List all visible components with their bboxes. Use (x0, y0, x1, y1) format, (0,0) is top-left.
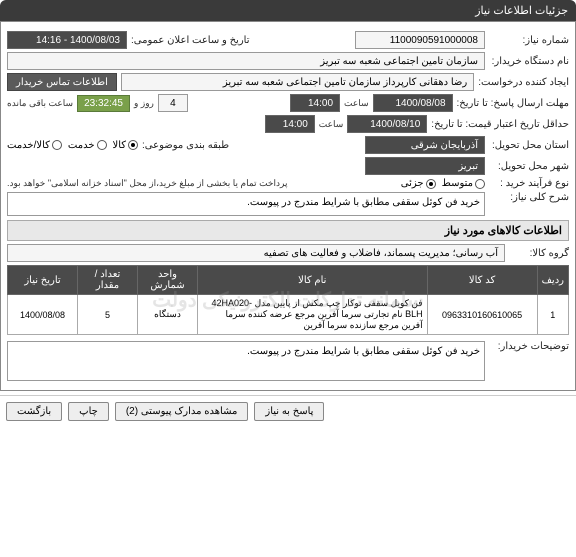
table-header-row: ردیف کد کالا نام کالا واحد شمارش تعداد /… (8, 266, 569, 295)
buyer-org-label: نام دستگاه خریدار: (489, 56, 569, 67)
items-table: ردیف کد کالا نام کالا واحد شمارش تعداد /… (7, 265, 569, 335)
validity-label: حداقل تاریخ اعتبار قیمت: تا تاریخ: (431, 119, 569, 130)
validity-date-field: 1400/08/10 (347, 115, 427, 133)
buyer-org-field: سازمان تامین اجتماعی شعبه سه تبریز (7, 52, 485, 70)
group-label: گروه کالا: (509, 248, 569, 259)
radio-dot-icon (128, 140, 138, 150)
th-row: ردیف (537, 266, 568, 295)
cell-date: 1400/08/08 (8, 295, 78, 335)
requester-field: رضا دهقانی کارپرداز سازمان تامین اجتماعی… (121, 73, 474, 91)
table-row[interactable]: 1 0963310160610065 فن کویل سقفی توکار چپ… (8, 295, 569, 335)
process-label: نوع فرآیند خرید : (489, 178, 569, 189)
remain-days-label: روز و (134, 98, 154, 109)
radio-dot-icon (426, 179, 436, 189)
process-radio-group: متوسط جزئی (401, 178, 485, 189)
contact-button[interactable]: اطلاعات تماس خریدار (7, 73, 117, 91)
th-code: کد کالا (427, 266, 537, 295)
th-qty: تعداد / مقدار (78, 266, 138, 295)
group-field: آب رسانی؛ مدیریت پسماند، فاضلاب و فعالیت… (7, 244, 505, 262)
time-label-1: ساعت (344, 98, 369, 109)
th-date: تاریخ نیاز (8, 266, 78, 295)
need-no-field: 1100090591000008 (355, 31, 485, 49)
category-label: طبقه بندی موضوعی: (142, 140, 229, 151)
notes-label: توضیحات خریدار: (489, 341, 569, 352)
cell-unit: دستگاه (138, 295, 198, 335)
panel-title: جزئیات اطلاعات نیاز (475, 5, 568, 17)
province-field: آذربایجان شرقی (365, 136, 485, 154)
time-label-2: ساعت (319, 119, 344, 130)
desc-box: خرید فن کوئل سقفی مطابق با شرایط مندرج د… (7, 192, 485, 216)
cell-qty: 5 (78, 295, 138, 335)
radio-dot-icon (97, 140, 107, 150)
announce-label: تاریخ و ساعت اعلان عمومی: (131, 35, 250, 46)
footer-buttons: پاسخ به نیاز مشاهده مدارک پیوستی (2) چاپ… (0, 395, 576, 427)
city-label: شهر محل تحویل: (489, 161, 569, 172)
province-label: استان محل تحویل: (489, 140, 569, 151)
need-no-label: شماره نیاز: (489, 35, 569, 46)
print-button[interactable]: چاپ (68, 402, 109, 421)
remain-days-field: 4 (158, 94, 188, 112)
countdown-field: 23:32:45 (77, 95, 130, 112)
cell-code: 0963310160610065 (427, 295, 537, 335)
th-unit: واحد شمارش (138, 266, 198, 295)
remain-suffix: ساعت باقی مانده (7, 98, 73, 109)
radio-dot-icon (475, 179, 485, 189)
deadline-time-field: 14:00 (290, 94, 340, 112)
city-field: تبریز (365, 157, 485, 175)
radio-goods-label: کالا (113, 140, 127, 151)
cell-row: 1 (537, 295, 568, 335)
radio-dot-icon (52, 140, 62, 150)
th-name: نام کالا (198, 266, 428, 295)
notes-box: خرید فن کوئل سقفی مطابق با شرایط مندرج د… (7, 341, 485, 381)
details-panel: شماره نیاز: 1100090591000008 تاریخ و ساع… (0, 21, 576, 391)
deadline-date-field: 1400/08/08 (373, 94, 453, 112)
radio-service[interactable]: خدمت (68, 140, 107, 151)
announce-field: 1400/08/03 - 14:16 (7, 31, 127, 49)
back-button[interactable]: بازگشت (6, 402, 62, 421)
desc-label: شرح کلی نیاز: (489, 192, 569, 203)
requester-label: ایجاد کننده درخواست: (478, 77, 569, 88)
radio-small-label: جزئی (401, 178, 424, 189)
radio-goods-service-label: کالا/خدمت (7, 140, 50, 151)
payment-note: پرداخت تمام یا بخشی از مبلغ خرید،از محل … (7, 178, 287, 189)
radio-mid[interactable]: متوسط (442, 178, 485, 189)
panel-header: جزئیات اطلاعات نیاز (0, 0, 576, 21)
validity-time-field: 14:00 (265, 115, 315, 133)
radio-service-label: خدمت (68, 140, 95, 151)
radio-goods[interactable]: کالا (113, 140, 139, 151)
deadline-label: مهلت ارسال پاسخ: تا تاریخ: (457, 98, 569, 109)
radio-small[interactable]: جزئی (401, 178, 436, 189)
category-radio-group: کالا خدمت کالا/خدمت (7, 140, 138, 151)
radio-mid-label: متوسط (442, 178, 473, 189)
cell-name: فن کویل سقفی توکار چپ مکش از پایین مدل 4… (198, 295, 428, 335)
docs-button[interactable]: مشاهده مدارک پیوستی (2) (115, 402, 249, 421)
radio-goods-service[interactable]: کالا/خدمت (7, 140, 62, 151)
items-section-title: اطلاعات کالاهای مورد نیاز (7, 220, 569, 241)
reply-button[interactable]: پاسخ به نیاز (254, 402, 324, 421)
